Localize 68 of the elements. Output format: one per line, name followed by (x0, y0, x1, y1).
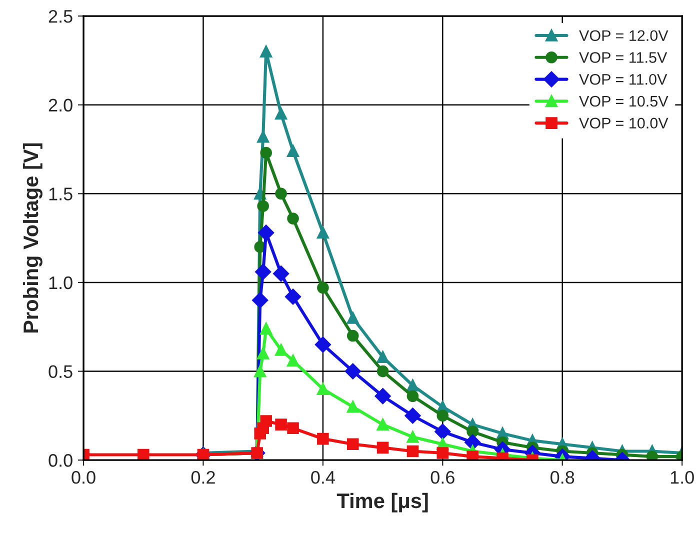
point (376, 442, 389, 454)
point (254, 365, 266, 378)
x-tick-label: 0.4 (311, 470, 335, 484)
y-axis-title: Probing Voltage [V] (22, 143, 42, 333)
point (376, 418, 389, 430)
point (255, 264, 272, 280)
point (317, 282, 329, 294)
point (275, 188, 287, 200)
point (317, 432, 329, 445)
point (260, 46, 272, 58)
x-tick-label: 0.2 (191, 470, 215, 484)
y-tick-label: 1.0 (49, 276, 72, 290)
legend-label: VOP = 10.5V (579, 96, 668, 107)
point (466, 426, 478, 438)
point (273, 266, 289, 282)
point (464, 434, 481, 450)
point (258, 224, 274, 241)
point (436, 410, 449, 422)
x-tick-label: 0.8 (550, 470, 574, 484)
legend-label: VOP = 11.0V (579, 74, 668, 85)
point (257, 200, 269, 212)
point (315, 336, 331, 353)
legend-label: VOP = 12.0V (579, 30, 668, 42)
point (287, 145, 299, 157)
x-tick-label: 0.6 (430, 470, 454, 484)
y-tick-label: 2.0 (48, 98, 72, 112)
point (346, 438, 359, 450)
legend-label: VOP = 10.0V (579, 118, 668, 129)
point (374, 388, 391, 404)
point (137, 448, 150, 460)
point (275, 418, 287, 430)
y-tick-label: 0.5 (48, 365, 72, 378)
point (275, 108, 287, 120)
point (287, 422, 299, 434)
legend-label: VOP = 11.5V (579, 52, 668, 63)
point (285, 288, 301, 305)
point (346, 400, 359, 413)
point (406, 380, 419, 392)
point (404, 408, 421, 424)
point (436, 447, 449, 459)
point (434, 424, 451, 440)
point (260, 415, 272, 427)
point (252, 292, 268, 308)
y-tick-label: 2.5 (48, 10, 72, 23)
point (406, 445, 419, 458)
point (287, 354, 299, 367)
point (344, 363, 361, 380)
x-tick-label: 0.0 (72, 470, 96, 484)
y-tick-label: 0.0 (48, 454, 72, 467)
point (317, 383, 329, 395)
point (287, 212, 299, 224)
point (257, 130, 269, 143)
point (646, 450, 658, 460)
point (260, 322, 272, 335)
point (275, 344, 287, 356)
x-tick-label: 1.0 (670, 470, 694, 484)
point (376, 365, 389, 378)
point (346, 312, 359, 324)
point (406, 431, 419, 443)
x-axis-title: Time [μs] (336, 492, 428, 512)
point (376, 351, 389, 363)
point (346, 330, 359, 342)
point (406, 390, 419, 402)
point (260, 146, 272, 159)
y-tick-label: 1.5 (49, 188, 72, 200)
point (257, 348, 269, 360)
point (466, 450, 478, 460)
point (317, 226, 329, 239)
